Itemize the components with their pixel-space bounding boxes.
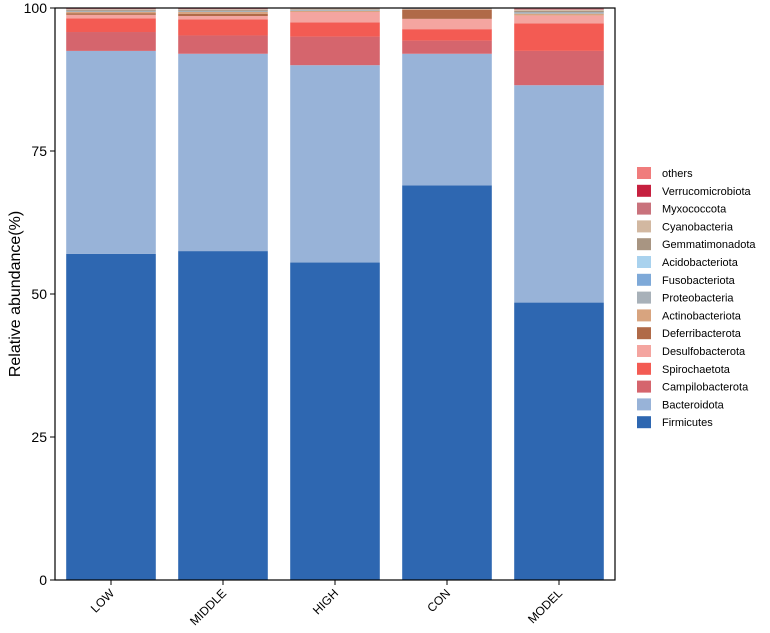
bar-segment-model-myxococcota — [514, 8, 604, 10]
bar-segment-low-campilobacterota — [66, 32, 156, 51]
bar-segment-con-actinobacteriota — [402, 9, 492, 10]
bar-segment-low-actinobacteriota — [66, 12, 156, 14]
bar-segment-con-proteobacteria — [402, 8, 492, 10]
legend-swatch-desulfobacterota — [637, 345, 651, 357]
bar-segment-low-spirochaetota — [66, 18, 156, 33]
bar-segment-middle-myxococcota — [178, 8, 268, 10]
bar-segment-middle-bacteroidota — [178, 53, 268, 252]
legend-label-myxococcota: Myxococcota — [662, 204, 727, 216]
bar-segment-high-firmicutes — [290, 262, 380, 580]
bar-segment-con-firmicutes — [402, 185, 492, 580]
bar-segment-low-bacteroidota — [66, 50, 156, 254]
legend-label-desulfobacterota: Desulfobacterota — [662, 346, 746, 358]
bar-segment-low-gemmatimonadota — [66, 9, 156, 11]
legend-label-actinobacteriota: Actinobacteriota — [662, 310, 742, 322]
bar-segment-model-gemmatimonadota — [514, 10, 604, 13]
y-tick-label: 100 — [24, 0, 48, 16]
legend-label-fusobacteriota: Fusobacteriota — [662, 275, 736, 287]
legend-label-acidobacteriota: Acidobacteriota — [662, 257, 739, 269]
bar-segment-low-firmicutes — [66, 253, 156, 580]
legend: others Verrucomicrobiota Myxococcota Cyanob… — [637, 167, 756, 429]
bar-segment-middle-deferribacterota — [178, 13, 268, 17]
x-tick-label-low: LOW — [88, 586, 118, 616]
legend-label-spirochaetota: Spirochaetota — [662, 364, 731, 376]
bar-segment-high-cyanobacteria — [290, 8, 380, 10]
legend-label-verrucomicrobiota: Verrucomicrobiota — [662, 186, 752, 198]
legend-label-bacteroidota: Bacteroidota — [662, 399, 725, 411]
y-tick-label: 25 — [31, 429, 47, 445]
legend-swatch-firmicutes — [637, 416, 651, 429]
x-axis: LOW MIDDLE HIGH CON MODEL — [88, 580, 565, 628]
bar-segment-high-actinobacteriota — [290, 10, 380, 13]
legend-label-proteobacteria: Proteobacteria — [662, 293, 734, 305]
bar-segment-high-proteobacteria — [290, 9, 380, 11]
bar-segment-model-proteobacteria — [514, 12, 604, 14]
y-axis-title: Relative abundance(%) — [7, 211, 24, 377]
bar-segment-con-campilobacterota — [402, 40, 492, 54]
bar-segment-con-bacteroidota — [402, 53, 492, 186]
legend-swatch-fusobacteriota — [637, 273, 651, 286]
bar-segment-middle-cyanobacteria — [178, 9, 268, 10]
bar-segment-middle-actinobacteriota — [178, 12, 268, 14]
legend-swatch-deferribacterota — [637, 327, 651, 340]
bar-segment-low-deferribacterota — [66, 13, 156, 15]
y-tick-label: 75 — [31, 143, 47, 159]
legend-swatch-bacteroidota — [637, 398, 651, 411]
legend-label-deferribacterota: Deferribacterota — [662, 328, 742, 340]
x-tick-label-high: HIGH — [310, 586, 341, 617]
legend-swatch-campilobacterota — [637, 380, 651, 393]
bar-segment-middle-gemmatimonadota — [178, 9, 268, 11]
bar-segment-model-bacteroidota — [514, 85, 604, 303]
bars-layer — [66, 8, 604, 580]
bar-segment-model-actinobacteriota — [514, 13, 604, 16]
bar-segment-middle-firmicutes — [178, 251, 268, 580]
bar-segment-low-proteobacteria — [66, 10, 156, 13]
y-axis: 0 25 50 75 100 — [24, 0, 55, 588]
x-tick-label-con: CON — [424, 586, 453, 615]
bar-segment-low-cyanobacteria — [66, 9, 156, 10]
bar-segment-model-cyanobacteria — [514, 9, 604, 11]
bar-segment-con-spirochaetota — [402, 29, 492, 41]
legend-swatch-myxococcota — [637, 202, 651, 215]
bar-segment-low-desulfobacterota — [66, 14, 156, 19]
bar-segment-high-gemmatimonadota — [290, 9, 380, 10]
bar-segment-model-firmicutes — [514, 302, 604, 580]
legend-label-campilobacterota: Campilobacterota — [662, 382, 749, 394]
legend-swatch-verrucomicrobiota — [637, 184, 651, 197]
bar-segment-con-desulfobacterota — [402, 18, 492, 30]
legend-swatch-proteobacteria — [637, 291, 651, 304]
y-tick-label: 50 — [31, 286, 47, 302]
bar-segment-middle-campilobacterota — [178, 35, 268, 54]
bar-segment-middle-spirochaetota — [178, 19, 268, 36]
bar-segment-low-myxococcota — [66, 8, 156, 10]
bar-segment-high-campilobacterota — [290, 36, 380, 66]
legend-swatch-gemmatimonadota — [637, 238, 651, 251]
legend-label-others: others — [662, 168, 693, 180]
bar-segment-middle-desulfobacterota — [178, 16, 268, 20]
legend-label-firmicutes: Firmicutes — [662, 417, 713, 429]
bar-segment-model-desulfobacterota — [514, 15, 604, 24]
bar-segment-model-spirochaetota — [514, 23, 604, 51]
bar-segment-high-desulfobacterota — [290, 12, 380, 23]
legend-swatch-actinobacteriota — [637, 309, 651, 322]
legend-swatch-spirochaetota — [637, 362, 651, 375]
bar-segment-high-spirochaetota — [290, 22, 380, 37]
y-tick-label: 0 — [39, 572, 47, 588]
bar-segment-high-bacteroidota — [290, 65, 380, 263]
x-tick-label-model: MODEL — [525, 586, 565, 626]
x-tick-label-middle: MIDDLE — [187, 586, 229, 628]
legend-swatch-others — [637, 167, 651, 179]
legend-label-gemmatimonadota: Gemmatimonadota — [662, 239, 756, 251]
legend-swatch-acidobacteriota — [637, 256, 651, 268]
bar-segment-middle-proteobacteria — [178, 10, 268, 13]
legend-label-cyanobacteria: Cyanobacteria — [662, 221, 734, 233]
bar-segment-con-deferribacterota — [402, 9, 492, 19]
legend-swatch-cyanobacteria — [637, 220, 651, 233]
bar-segment-model-campilobacterota — [514, 50, 604, 86]
